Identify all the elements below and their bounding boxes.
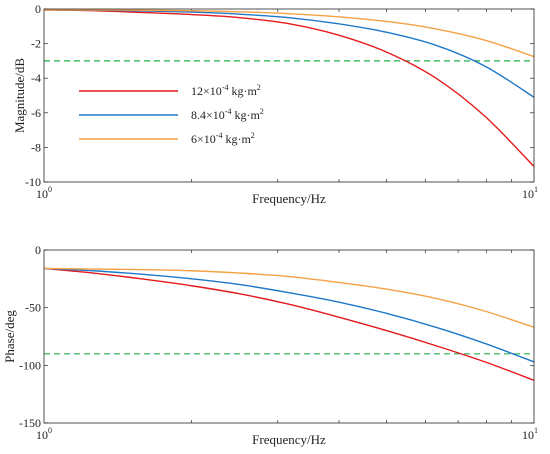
magnitude-y-tick-label: -10 [25, 175, 41, 189]
phase-y-axis-label: Phase/deg [2, 310, 17, 363]
magnitude-y-axis-label: Magnitude/dB [12, 58, 27, 133]
phase-panel: 100 101 Frequency/Hz Phase/deg 0 -50 -100 -… [2, 243, 538, 447]
legend-label-12e-4: 12×10-4 kg·m2 [191, 83, 261, 98]
magnitude-plot-layer [43, 8, 535, 183]
phase-x-axis-label: Frequency/Hz [252, 432, 326, 447]
phase-series-line-2 [43, 267, 535, 328]
legend: 12×10-4 kg·m2 8.4×10-4 kg·m2 6×10-4 kg·m… [79, 83, 264, 146]
magnitude-y-tick-label: 0 [35, 2, 41, 16]
magnitude-x-axis-label: Frequency/Hz [252, 191, 326, 206]
magnitude-plot-frame [43, 8, 535, 183]
magnitude-x-tick-label-1: 100 [36, 185, 52, 201]
phase-x-tick-label-10: 101 [522, 426, 538, 442]
phase-plot-frame [43, 249, 535, 424]
legend-label-8-4e-4: 8.4×10-4 kg·m2 [191, 107, 264, 122]
magnitude-x-tick-label-10: 101 [522, 185, 538, 201]
phase-x-tick-label-1: 100 [36, 426, 52, 442]
phase-y-tick-label: 0 [35, 243, 41, 257]
phase-series-line-0 [43, 267, 535, 381]
magnitude-y-tick-label: -6 [31, 106, 41, 120]
magnitude-series-line-1 [43, 9, 535, 98]
magnitude-panel: 100 101 Frequency/Hz Magnitude/dB 12×10-… [12, 2, 538, 206]
phase-series-line-1 [43, 267, 535, 363]
phase-y-tick-label: -150 [19, 416, 41, 430]
magnitude-series-line-2 [43, 9, 535, 58]
phase-y-tick-label: -100 [19, 358, 41, 372]
phase-plot-layer [43, 249, 535, 424]
phase-y-tick-label: -50 [25, 301, 41, 315]
magnitude-y-tick-label: -2 [31, 37, 41, 51]
magnitude-y-tick-label: -4 [31, 71, 41, 85]
magnitude-y-tick-label: -8 [31, 140, 41, 154]
legend-label-6e-4: 6×10-4 kg·m2 [191, 131, 255, 146]
magnitude-series-line-0 [43, 9, 535, 167]
